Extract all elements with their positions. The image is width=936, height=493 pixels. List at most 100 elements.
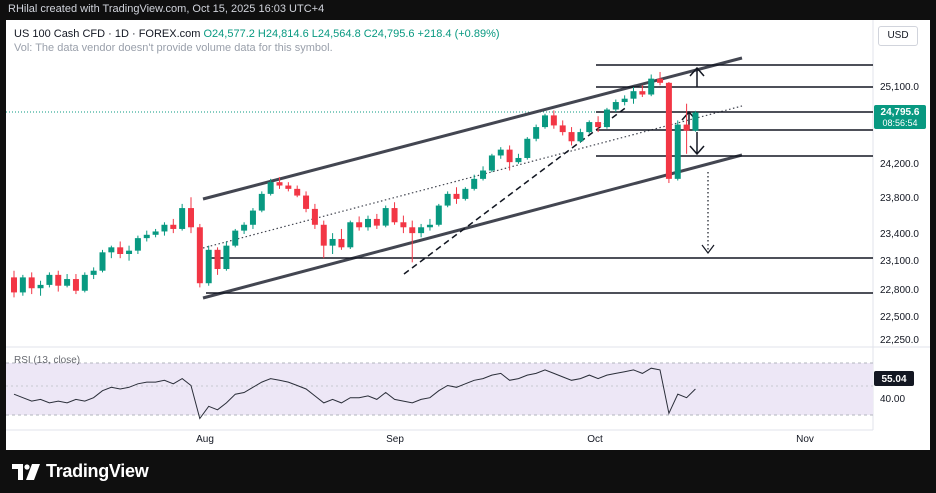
candle-body[interactable] bbox=[533, 127, 540, 139]
price-chart[interactable]: 25,100.0 24,200.0 23,800.0 23,400.0 23,1… bbox=[6, 20, 930, 450]
candle-body[interactable] bbox=[444, 193, 451, 206]
candle-body[interactable] bbox=[683, 124, 690, 131]
candle-body[interactable] bbox=[462, 188, 469, 199]
candle-body[interactable] bbox=[214, 249, 221, 270]
candle-body[interactable] bbox=[249, 210, 256, 225]
candle-body[interactable] bbox=[568, 132, 575, 142]
candle-body[interactable] bbox=[639, 91, 646, 95]
candles-group[interactable] bbox=[11, 71, 699, 298]
candle-body[interactable] bbox=[276, 182, 283, 186]
time-label-aug: Aug bbox=[196, 434, 214, 445]
candle-body[interactable] bbox=[329, 238, 336, 246]
candle-body[interactable] bbox=[303, 195, 310, 209]
candle-body[interactable] bbox=[400, 222, 407, 228]
candle-body[interactable] bbox=[550, 115, 557, 126]
candle-body[interactable] bbox=[648, 78, 655, 95]
candle-body[interactable] bbox=[471, 178, 478, 189]
rsi-band bbox=[6, 363, 873, 415]
candle-body[interactable] bbox=[674, 124, 681, 179]
candle-body[interactable] bbox=[488, 155, 495, 171]
candle-body[interactable] bbox=[373, 218, 380, 226]
candle-body[interactable] bbox=[81, 274, 88, 291]
candle-body[interactable] bbox=[11, 277, 17, 293]
candle-body[interactable] bbox=[515, 157, 522, 163]
price-tick-label: 24,200.0 bbox=[880, 159, 919, 170]
candle-body[interactable] bbox=[409, 227, 416, 234]
candle-body[interactable] bbox=[612, 102, 619, 110]
candle-body[interactable] bbox=[426, 224, 433, 228]
candle-body[interactable] bbox=[311, 208, 318, 225]
candle-body[interactable] bbox=[64, 279, 71, 286]
candle-body[interactable] bbox=[72, 279, 79, 291]
candle-body[interactable] bbox=[223, 245, 230, 270]
candle-body[interactable] bbox=[126, 250, 133, 254]
candle-body[interactable] bbox=[170, 224, 177, 229]
candle-body[interactable] bbox=[205, 249, 212, 284]
author-credit: RHilal created with TradingView.com, Oct… bbox=[8, 3, 325, 15]
candle-body[interactable] bbox=[46, 274, 53, 285]
time-label-oct: Oct bbox=[587, 434, 603, 445]
candle-body[interactable] bbox=[267, 182, 274, 194]
candle-body[interactable] bbox=[621, 98, 628, 103]
candle-body[interactable] bbox=[90, 270, 97, 275]
rsi-legend[interactable]: RSI (13, close) bbox=[14, 355, 81, 366]
candle-body[interactable] bbox=[595, 122, 602, 128]
candle-body[interactable] bbox=[232, 230, 239, 246]
currency-button[interactable]: USD bbox=[878, 26, 918, 46]
candle-body[interactable] bbox=[19, 277, 26, 293]
price-tick-label: 22,800.0 bbox=[880, 285, 919, 296]
candle-body[interactable] bbox=[497, 149, 504, 156]
candle-body[interactable] bbox=[603, 109, 610, 128]
candle-body[interactable] bbox=[241, 224, 248, 231]
symbol-legend[interactable]: US 100 Cash CFD · 1D · FOREX.com O24,577… bbox=[14, 28, 500, 40]
candle-body[interactable] bbox=[108, 247, 115, 253]
candle-body[interactable] bbox=[258, 193, 265, 211]
candle-body[interactable] bbox=[365, 218, 371, 228]
candle-body[interactable] bbox=[320, 224, 327, 246]
candle-body[interactable] bbox=[161, 224, 168, 232]
candle-body[interactable] bbox=[55, 274, 62, 286]
candle-body[interactable] bbox=[179, 208, 186, 229]
candle-body[interactable] bbox=[577, 132, 584, 142]
candle-body[interactable] bbox=[692, 112, 699, 131]
candle-body[interactable] bbox=[347, 222, 354, 248]
candle-body[interactable] bbox=[586, 122, 593, 133]
candle-body[interactable] bbox=[117, 247, 124, 254]
candle-body[interactable] bbox=[630, 91, 637, 99]
candle-body[interactable] bbox=[37, 284, 44, 289]
candle-body[interactable] bbox=[188, 208, 194, 228]
candle-body[interactable] bbox=[294, 188, 301, 196]
candle-body[interactable] bbox=[382, 208, 389, 226]
candle-body[interactable] bbox=[196, 227, 203, 284]
candle-body[interactable] bbox=[134, 238, 141, 251]
candle-body[interactable] bbox=[285, 185, 292, 189]
candle-body[interactable] bbox=[506, 149, 513, 163]
candle-body[interactable] bbox=[338, 238, 345, 248]
candle-body[interactable] bbox=[657, 78, 664, 83]
candle-body[interactable] bbox=[28, 277, 35, 289]
candle-body[interactable] bbox=[542, 115, 548, 128]
dashed-trendline[interactable] bbox=[403, 105, 629, 275]
symbol-name[interactable]: US 100 Cash CFD · 1D · FOREX.com bbox=[14, 28, 201, 40]
candle-body[interactable] bbox=[480, 170, 487, 179]
arrow-down-upper[interactable] bbox=[689, 132, 705, 156]
candle-body[interactable] bbox=[559, 125, 566, 133]
candle-body[interactable] bbox=[418, 227, 425, 234]
candle-body[interactable] bbox=[152, 231, 159, 235]
tradingview-logo-text: TradingView bbox=[46, 461, 149, 481]
chart-area[interactable]: 25,100.0 24,200.0 23,800.0 23,400.0 23,1… bbox=[6, 20, 930, 450]
price-tick-label: 25,100.0 bbox=[880, 82, 919, 93]
candle-body[interactable] bbox=[524, 138, 531, 158]
channel-lower-line[interactable] bbox=[202, 153, 743, 300]
candle-body[interactable] bbox=[143, 234, 150, 239]
candle-body[interactable] bbox=[99, 252, 106, 271]
candle-body[interactable] bbox=[453, 193, 460, 199]
arrow-up-upper[interactable] bbox=[689, 66, 705, 87]
candle-body[interactable] bbox=[356, 222, 363, 228]
arrow-down-dotted[interactable] bbox=[701, 172, 715, 254]
candle-body[interactable] bbox=[391, 208, 398, 223]
candle-body[interactable] bbox=[665, 82, 672, 179]
rsi-value-label: 55.04 bbox=[881, 374, 906, 385]
candle-body[interactable] bbox=[435, 205, 442, 225]
